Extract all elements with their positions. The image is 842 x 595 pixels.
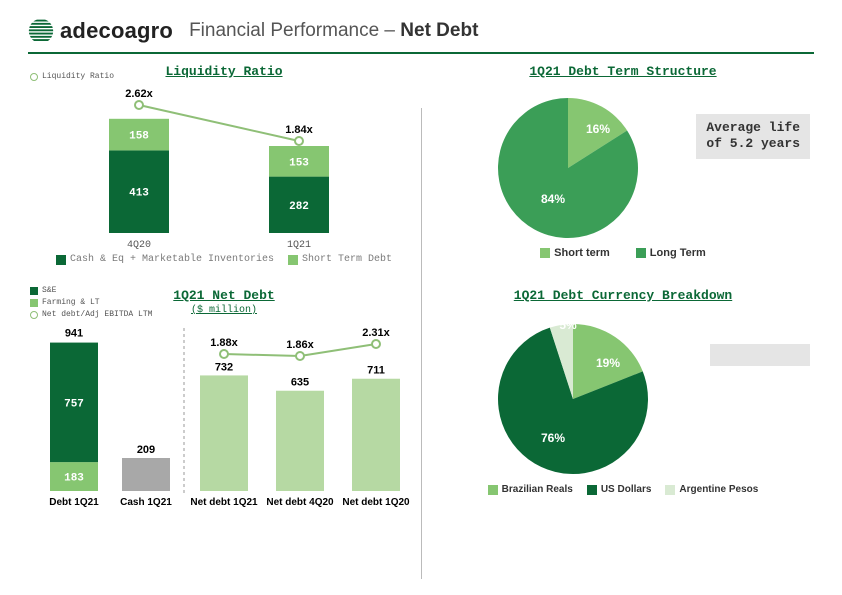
logo: adecoagro bbox=[28, 18, 173, 44]
svg-text:732: 732 bbox=[215, 361, 233, 373]
svg-text:Net debt 1Q21: Net debt 1Q21 bbox=[190, 497, 258, 508]
svg-text:1.84x: 1.84x bbox=[285, 124, 313, 136]
title-bold: Net Debt bbox=[400, 20, 478, 41]
svg-text:282: 282 bbox=[289, 201, 309, 213]
svg-text:19%: 19% bbox=[596, 356, 620, 370]
net-debt-bars: 183 757 941 209 732 635 711 1.88x 1.86x 2.31x Debt… bbox=[34, 316, 414, 511]
svg-text:16%: 16% bbox=[586, 122, 610, 136]
svg-text:183: 183 bbox=[64, 473, 84, 485]
logo-text: adecoagro bbox=[60, 18, 173, 44]
currency-pie: 19% 76% 5% bbox=[468, 307, 728, 482]
svg-text:757: 757 bbox=[64, 398, 84, 410]
divider bbox=[28, 52, 814, 54]
svg-text:711: 711 bbox=[367, 365, 385, 377]
svg-text:2.31x: 2.31x bbox=[362, 327, 390, 339]
currency-breakdown-chart: 1Q21 Debt Currency Breakdown 19% 76% 5% Br… bbox=[432, 282, 814, 522]
liquidity-legend: Cash & Eq + Marketable Inventories Short… bbox=[34, 254, 414, 265]
svg-text:209: 209 bbox=[137, 444, 155, 456]
svg-text:Cash 1Q21: Cash 1Q21 bbox=[120, 497, 172, 508]
svg-text:Net debt 1Q20: Net debt 1Q20 bbox=[342, 497, 410, 508]
svg-text:Debt 1Q21: Debt 1Q21 bbox=[49, 497, 99, 508]
svg-text:76%: 76% bbox=[541, 431, 565, 445]
svg-text:4Q20: 4Q20 bbox=[127, 240, 151, 251]
svg-text:941: 941 bbox=[65, 328, 83, 340]
liquidity-ratio-line-legend: Liquidity Ratio bbox=[30, 72, 114, 84]
term-legend: Short term Long Term bbox=[438, 247, 808, 259]
header: adecoagro Financial Performance – Net De… bbox=[28, 18, 814, 44]
svg-text:5%: 5% bbox=[559, 318, 577, 332]
svg-text:1.86x: 1.86x bbox=[286, 339, 314, 351]
svg-text:1.88x: 1.88x bbox=[210, 337, 238, 349]
net-debt-chart: S&E Farming & LT Net debt/Adj EBITDA LTM… bbox=[28, 282, 420, 522]
gray-box bbox=[710, 344, 810, 366]
liquidity-ratio-chart: Liquidity Ratio Liquidity Ratio 4131584Q… bbox=[28, 58, 420, 278]
svg-text:635: 635 bbox=[291, 377, 309, 389]
net-debt-left-legend: S&E Farming & LT Net debt/Adj EBITDA LTM bbox=[30, 286, 152, 322]
svg-text:Net debt 4Q20: Net debt 4Q20 bbox=[266, 497, 334, 508]
svg-text:2.62x: 2.62x bbox=[125, 88, 153, 100]
svg-text:153: 153 bbox=[289, 157, 309, 169]
debt-term-chart: 1Q21 Debt Term Structure Average lifeof … bbox=[432, 58, 814, 278]
svg-text:1Q21: 1Q21 bbox=[287, 240, 311, 251]
term-pie: 16% 84% bbox=[468, 83, 728, 243]
chart-title: 1Q21 Debt Term Structure bbox=[438, 64, 808, 79]
title-prefix: Financial Performance – bbox=[189, 20, 400, 41]
vertical-separator bbox=[421, 108, 422, 579]
logo-icon bbox=[28, 18, 54, 44]
svg-text:413: 413 bbox=[129, 188, 149, 200]
liquidity-bars: 413 158 4Q20 282 153 1Q21 2.62x 1.84x bbox=[34, 83, 404, 253]
avg-life-box: Average lifeof 5.2 years bbox=[696, 114, 810, 159]
chart-title: 1Q21 Debt Currency Breakdown bbox=[438, 288, 808, 303]
currency-legend: Brazilian Reals US Dollars Argentine Pes… bbox=[438, 484, 808, 495]
page-title: Financial Performance – Net Debt bbox=[189, 20, 478, 42]
svg-text:158: 158 bbox=[129, 131, 149, 143]
svg-text:84%: 84% bbox=[541, 192, 565, 206]
